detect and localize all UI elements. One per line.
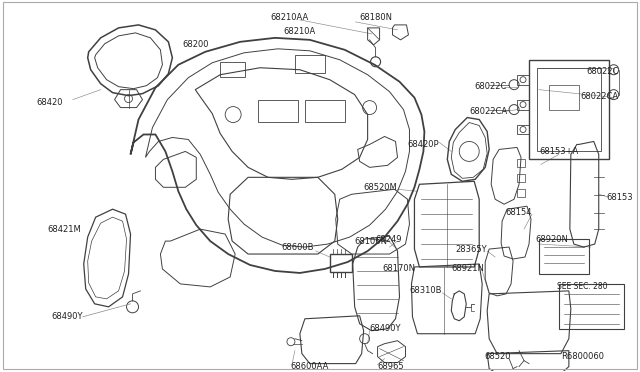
Text: 68153+A: 68153+A — [540, 147, 579, 156]
Bar — [529, 60, 609, 159]
Bar — [305, 100, 345, 122]
Text: 68106N: 68106N — [355, 237, 388, 246]
Text: 68022C: 68022C — [475, 82, 507, 91]
Text: 68490Y: 68490Y — [370, 324, 401, 333]
Bar — [258, 100, 298, 122]
Text: 68153: 68153 — [607, 193, 634, 202]
Text: 68600AA: 68600AA — [290, 362, 328, 371]
Text: 68490Y: 68490Y — [51, 312, 83, 321]
Bar — [517, 100, 529, 110]
Bar — [537, 68, 601, 151]
Text: 68022CA: 68022CA — [469, 107, 507, 116]
Text: 68421M: 68421M — [47, 225, 81, 234]
Text: 68210A: 68210A — [284, 28, 316, 36]
Bar — [220, 62, 245, 77]
Text: 68022CA: 68022CA — [580, 92, 619, 101]
Bar — [517, 125, 529, 135]
Bar — [549, 85, 579, 110]
Text: 68154: 68154 — [506, 208, 532, 217]
Bar — [295, 55, 324, 73]
Bar — [517, 159, 525, 167]
Text: 68520M: 68520M — [364, 183, 397, 192]
Text: 68022C: 68022C — [586, 67, 619, 76]
Text: 68520: 68520 — [484, 352, 511, 361]
Bar — [559, 284, 623, 329]
Bar — [539, 239, 589, 274]
Text: 68310B: 68310B — [410, 286, 442, 295]
Text: R6800060: R6800060 — [561, 352, 604, 361]
Bar — [517, 174, 525, 182]
Bar — [330, 254, 352, 272]
Text: 68180N: 68180N — [360, 13, 393, 22]
Text: 68210AA: 68210AA — [271, 13, 309, 22]
Text: 68200: 68200 — [182, 40, 209, 49]
Bar — [517, 75, 529, 85]
Text: 28365Y: 28365Y — [456, 244, 487, 254]
Text: 68170N: 68170N — [383, 264, 415, 273]
Text: 68921N: 68921N — [451, 264, 484, 273]
Text: 68249: 68249 — [375, 235, 401, 244]
Text: 68600B: 68600B — [282, 243, 314, 251]
Text: SEE SEC. 280: SEE SEC. 280 — [557, 282, 607, 291]
Bar — [517, 189, 525, 197]
Text: 68920N: 68920N — [535, 235, 568, 244]
Text: 68420P: 68420P — [408, 140, 439, 149]
Text: 68420: 68420 — [36, 98, 63, 107]
Text: 68965: 68965 — [378, 362, 404, 371]
